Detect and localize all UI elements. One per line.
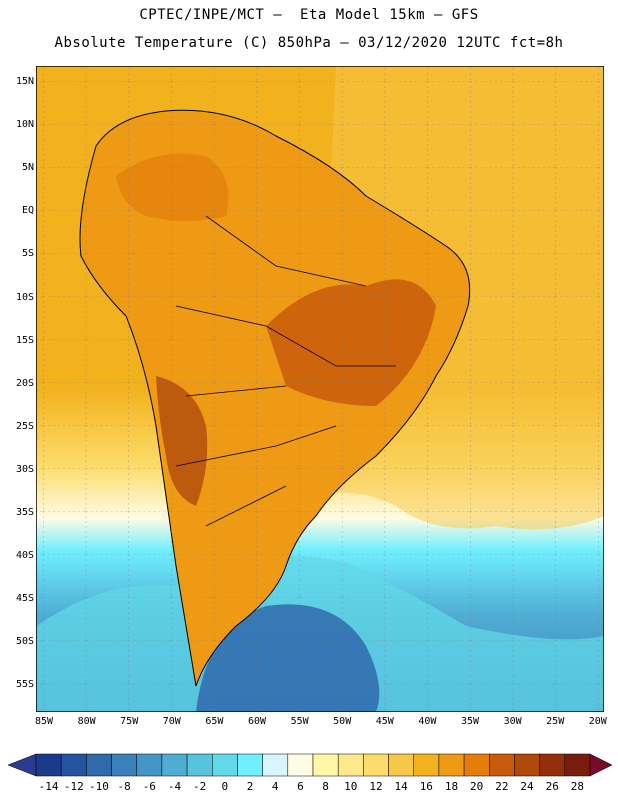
colorbar-label: 24 xyxy=(520,780,534,793)
lon-label: 45W xyxy=(375,716,394,727)
lon-label: 55W xyxy=(290,716,309,727)
colorbar-under-triangle xyxy=(7,753,37,777)
colorbar-label: 26 xyxy=(545,780,559,793)
lon-label: 75W xyxy=(120,716,139,727)
lon-label: 60W xyxy=(247,716,267,727)
lon-label: 85W xyxy=(34,716,54,727)
colorbar-label: 16 xyxy=(419,780,433,793)
chart-subtitle: Absolute Temperature (C) 850hPa — 03/12/… xyxy=(54,35,564,51)
lat-label: 40S xyxy=(15,550,34,562)
lat-label: 30S xyxy=(15,463,34,475)
colorbar-label: -4 xyxy=(167,780,182,793)
colorbar-swatch xyxy=(539,753,566,777)
lat-label: 15N xyxy=(15,76,34,87)
lon-label: 65W xyxy=(205,716,224,727)
colorbar-label: 20 xyxy=(470,780,484,793)
colorbar-swatch xyxy=(262,753,289,777)
colorbar-swatch xyxy=(312,753,339,777)
lat-label: 50S xyxy=(15,636,34,648)
lat-label: 55S xyxy=(15,679,34,691)
colorbar-label: 28 xyxy=(570,780,585,793)
colorbar-swatch xyxy=(136,753,163,777)
map-grid xyxy=(36,66,604,712)
colorbar-label: 8 xyxy=(322,780,329,793)
colorbar-label: 10 xyxy=(344,780,358,793)
colorbar-label: 6 xyxy=(297,780,304,793)
lat-label: 10S xyxy=(15,291,34,303)
lon-label: 50W xyxy=(333,716,352,727)
colorbar-swatch xyxy=(161,753,188,777)
temperature-map xyxy=(36,66,604,712)
colorbar-label: 14 xyxy=(394,780,408,793)
lat-label: 45S xyxy=(15,593,34,605)
lon-label: 40W xyxy=(418,716,437,727)
colorbar-swatch xyxy=(363,753,389,777)
colorbar-swatch xyxy=(514,753,540,777)
colorbar-label: -2 xyxy=(193,780,207,793)
lat-label: 20S xyxy=(15,377,34,389)
colorbar-swatch xyxy=(489,753,515,777)
colorbar-label: 22 xyxy=(495,780,509,793)
colorbar-label: 4 xyxy=(271,780,279,793)
colorbar-label: -10 xyxy=(89,780,109,793)
colorbar-swatch xyxy=(413,753,440,777)
colorbar-swatch xyxy=(237,753,263,777)
colorbar-label: -12 xyxy=(63,780,84,793)
colorbar-swatch xyxy=(463,753,490,777)
lat-label: 5S xyxy=(21,248,34,260)
colorbar-swatch xyxy=(35,753,62,777)
colorbar-swatch xyxy=(212,753,238,777)
colorbar-label: 12 xyxy=(369,780,383,793)
colorbar xyxy=(7,753,613,777)
colorbar-label: 2 xyxy=(246,780,254,793)
colorbar-swatch xyxy=(564,753,591,777)
lat-label: 25S xyxy=(15,420,34,432)
chart-title: CPTEC/INPE/MCT — Eta Model 15km — GFS xyxy=(139,7,479,23)
lat-label: EQ xyxy=(21,205,34,217)
lat-label: 10N xyxy=(15,119,34,131)
lat-label: 5N xyxy=(21,162,34,174)
colorbar-label: -6 xyxy=(142,780,156,793)
colorbar-swatch xyxy=(438,753,465,777)
lon-label: 70W xyxy=(162,716,181,727)
lon-label: 20W xyxy=(588,716,607,727)
colorbar-swatch xyxy=(111,753,137,777)
colorbar-swatch xyxy=(186,753,213,777)
colorbar-over-triangle xyxy=(589,753,613,777)
colorbar-label: -8 xyxy=(117,780,131,793)
lon-label: 25W xyxy=(546,716,565,727)
colorbar-label: 0 xyxy=(221,780,229,793)
lat-label: 15S xyxy=(15,334,34,346)
colorbar-label: -14 xyxy=(38,780,59,793)
lon-label: 80W xyxy=(77,716,96,727)
colorbar-swatch xyxy=(86,753,112,777)
colorbar-swatch xyxy=(337,753,364,777)
lat-label: 35S xyxy=(15,507,34,518)
colorbar-swatch xyxy=(388,753,414,777)
colorbar-label: 18 xyxy=(444,780,459,793)
lon-label: 35W xyxy=(460,716,480,727)
lon-label: 30W xyxy=(503,716,522,727)
colorbar-swatch xyxy=(287,753,314,777)
colorbar-swatch xyxy=(60,753,87,777)
